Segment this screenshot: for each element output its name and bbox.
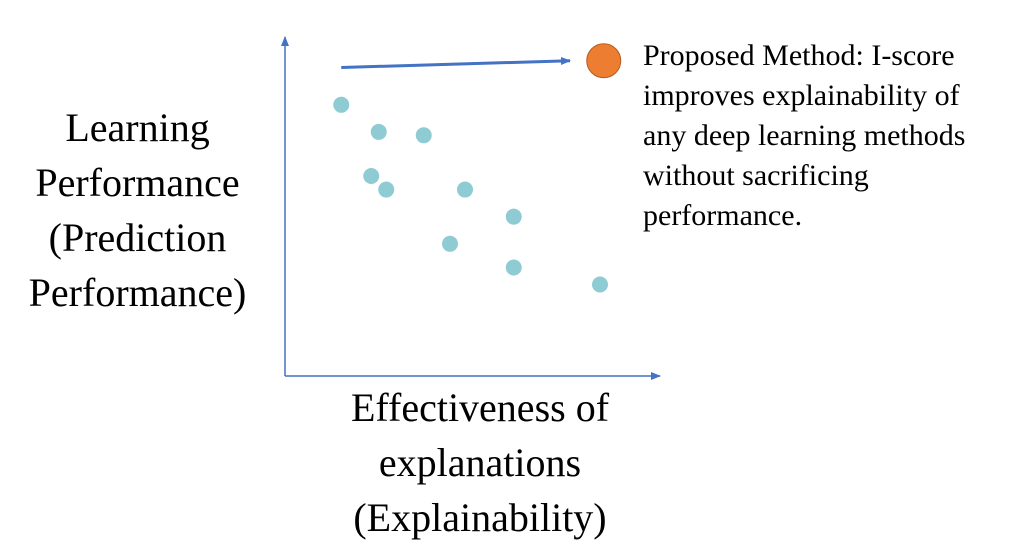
data-point <box>505 208 522 225</box>
y-axis-label-line: Learning <box>65 105 210 150</box>
x-axis-label-line: (Explainability) <box>353 495 607 540</box>
proposed-method-point <box>586 43 622 79</box>
data-point <box>505 259 522 276</box>
y-axis-label-line: (Prediction <box>48 215 227 260</box>
data-point <box>415 127 432 144</box>
annotation-line: Proposed Method: I-score <box>643 39 955 72</box>
annotation-line: any deep learning methods <box>643 119 966 152</box>
annotation-line: without sacrificing <box>643 159 869 192</box>
data-point <box>363 167 380 184</box>
x-axis-label: Effectiveness of explanations (Explainab… <box>300 380 660 545</box>
proposed-method-annotation: Proposed Method: I-score improves explai… <box>643 36 1023 236</box>
data-point <box>333 96 350 113</box>
data-point <box>378 181 395 198</box>
data-point <box>370 123 387 140</box>
x-axis-label-line: Effectiveness of <box>350 385 610 430</box>
data-points <box>333 96 608 293</box>
annotation-line: performance. <box>643 199 803 232</box>
annotation-line: improves explainability of <box>643 79 960 112</box>
data-point <box>592 276 608 293</box>
x-axis-label-line: explanations <box>378 440 582 485</box>
data-point <box>457 181 473 198</box>
y-axis-label-line: Performance) <box>28 270 247 315</box>
y-axis-label: Learning Performance (Prediction Perform… <box>0 100 275 320</box>
data-point <box>442 235 458 252</box>
y-axis-label-line: Performance <box>35 160 240 205</box>
improvement-arrow <box>341 56 571 70</box>
